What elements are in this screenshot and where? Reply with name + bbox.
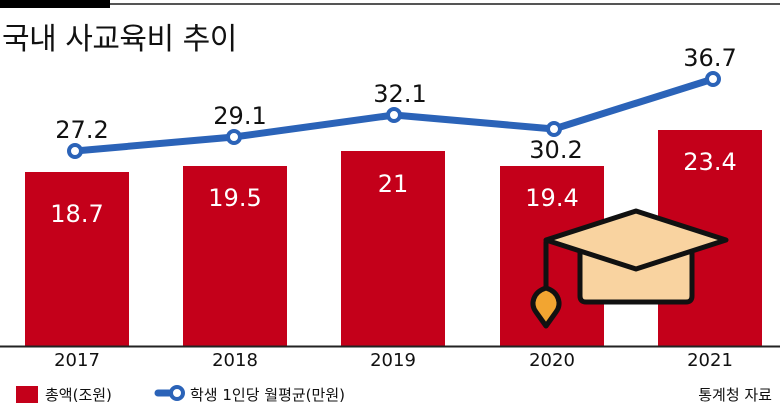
line-point-2018 bbox=[226, 129, 242, 145]
x-tick-2021: 2021 bbox=[687, 350, 733, 371]
legend-bar-swatch bbox=[16, 386, 38, 403]
bar-label-2019: 21 bbox=[378, 170, 409, 198]
legend-bar-item: 총액(조원) bbox=[16, 384, 112, 405]
line-label-2019: 32.1 bbox=[373, 80, 426, 108]
bar-2017 bbox=[25, 172, 129, 346]
x-tick-2020: 2020 bbox=[529, 350, 575, 371]
line-point-2021 bbox=[705, 71, 721, 87]
legend-line-item: 학생 1인당 월평균(만원) bbox=[190, 384, 345, 405]
header-rule-thin bbox=[110, 3, 780, 5]
legend-line-label: 학생 1인당 월평균(만원) bbox=[190, 386, 345, 404]
source-note: 통계청 자료 bbox=[698, 386, 772, 404]
bar-label-2021: 23.4 bbox=[683, 148, 736, 176]
chart-title: 국내 사교육비 추이 bbox=[2, 22, 237, 57]
line-point-2020 bbox=[546, 121, 562, 137]
x-tick-2019: 2019 bbox=[370, 350, 416, 371]
line-point-2017 bbox=[67, 143, 83, 159]
bar-2018 bbox=[183, 166, 287, 346]
bar-label-2018: 19.5 bbox=[208, 184, 261, 212]
bar-label-2017: 18.7 bbox=[50, 200, 103, 228]
legend-line-icon bbox=[154, 385, 185, 401]
line-label-2018: 29.1 bbox=[213, 102, 266, 130]
line-label-2020: 30.2 bbox=[529, 136, 582, 164]
line-label-2021: 36.7 bbox=[683, 44, 736, 72]
graduation-cap-icon bbox=[530, 208, 729, 329]
header-rule-thick bbox=[0, 0, 110, 8]
line-label-2017: 27.2 bbox=[55, 116, 108, 144]
bar-2019 bbox=[341, 151, 445, 346]
x-tick-2018: 2018 bbox=[212, 350, 258, 371]
bar-label-2020: 19.4 bbox=[525, 184, 578, 212]
line-point-2019 bbox=[386, 107, 402, 123]
legend-bar-label: 총액(조원) bbox=[45, 386, 112, 404]
x-tick-2017: 2017 bbox=[54, 350, 100, 371]
